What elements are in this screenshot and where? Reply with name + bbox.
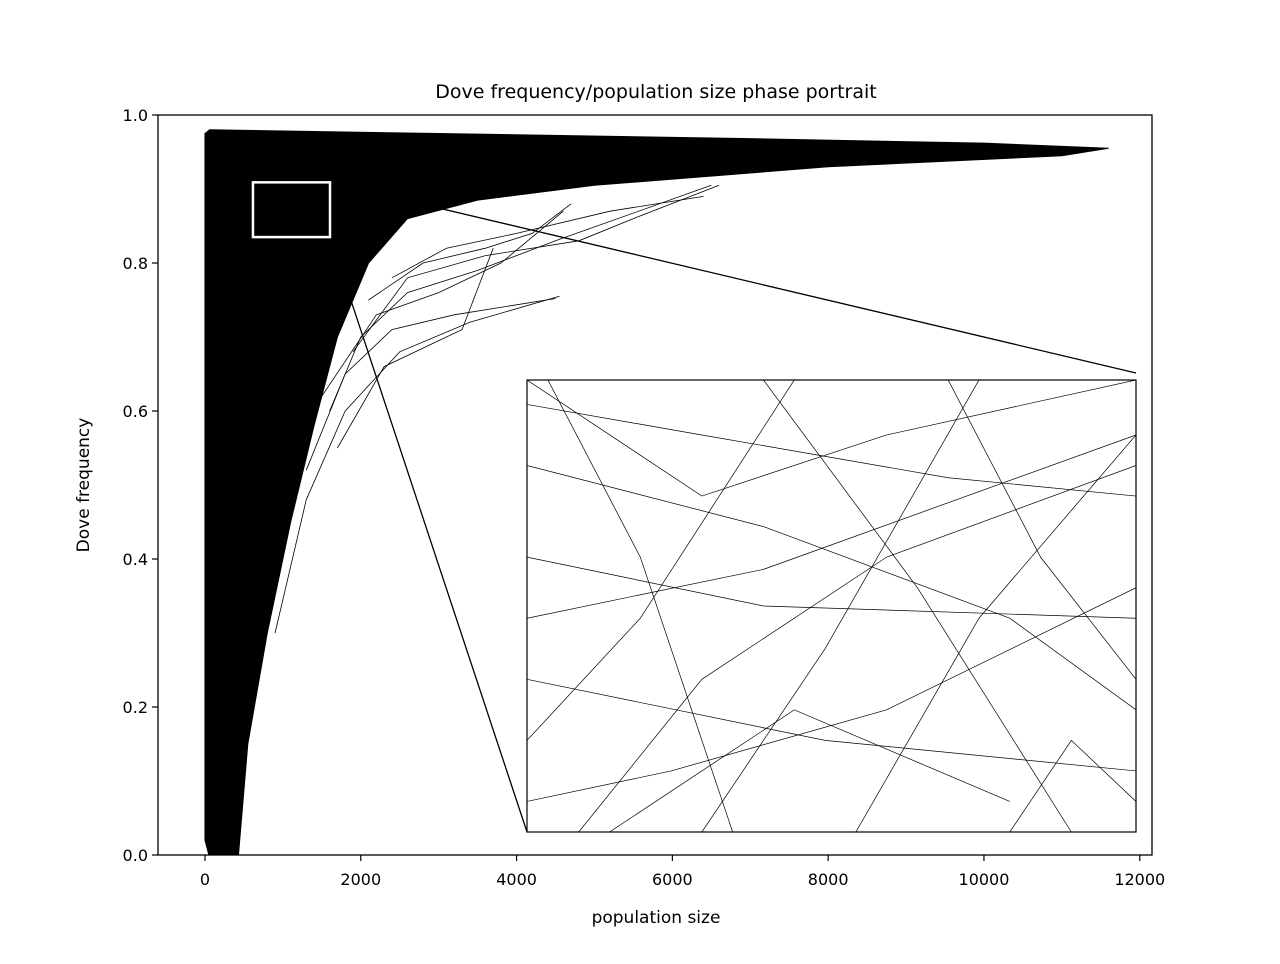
inset-trajectory: [527, 678, 1136, 772]
inset-trajectory: [527, 587, 1136, 802]
inset-trajectory: [527, 380, 1136, 497]
connector: [329, 181, 1137, 374]
inset-trajectory: [527, 434, 1136, 619]
trajectory: [329, 184, 712, 412]
y-tick-label: 0.8: [123, 254, 148, 273]
y-tick-label: 0.0: [123, 846, 148, 865]
inset: [251, 181, 1137, 833]
zoom-box: [251, 181, 332, 239]
inset-trajectory: [609, 709, 1010, 832]
x-axis-label: population size: [592, 908, 721, 928]
axes: 0 2000 4000 6000 8000 10000 12000 0.0 0.2 0.4 0.6 0…: [123, 106, 1166, 889]
x-tick-label: 4000: [496, 870, 537, 889]
trajectory: [352, 184, 720, 353]
inset-plot: [527, 380, 1136, 832]
trajectory: [274, 295, 560, 634]
inset-trajectory: [547, 380, 734, 832]
y-tick-label: 0.6: [123, 402, 148, 421]
inset-frame: [526, 379, 1137, 833]
y-tick-label: 0.2: [123, 698, 148, 717]
axes-frame: [157, 114, 1153, 856]
chart-title: Dove frequency/population size phase por…: [435, 81, 876, 103]
x-tick-label: 10000: [959, 870, 1010, 889]
x-tick-label: 12000: [1114, 870, 1165, 889]
trajectory: [321, 210, 564, 397]
trajectory: [337, 248, 494, 449]
trajectory: [368, 203, 572, 301]
inset-trajectory: [855, 434, 1136, 832]
inset-trajectory: [527, 404, 1136, 497]
trajectory: [391, 196, 704, 279]
x-tick-label: 8000: [808, 870, 849, 889]
y-tick-label: 0.4: [123, 550, 148, 569]
inset-trajectory: [527, 380, 795, 741]
trajectory: [305, 298, 556, 471]
inset-trajectory: [701, 380, 980, 832]
inset-trajectory: [527, 556, 1136, 619]
inset-trajectory: [1009, 739, 1136, 832]
inset-background: [527, 380, 1136, 832]
inset-trajectory: [947, 380, 1136, 680]
inset-trajectory: [527, 465, 1136, 711]
x-tick-label: 0: [200, 870, 210, 889]
y-tick-label: 1.0: [123, 106, 148, 125]
y-axis-label: Dove frequency: [74, 418, 94, 553]
connector: [329, 236, 528, 833]
x-tick-label: 2000: [340, 870, 381, 889]
x-tick-label: 6000: [652, 870, 693, 889]
inset-trajectory: [763, 380, 1072, 832]
inset-trajectory: [578, 465, 1136, 832]
